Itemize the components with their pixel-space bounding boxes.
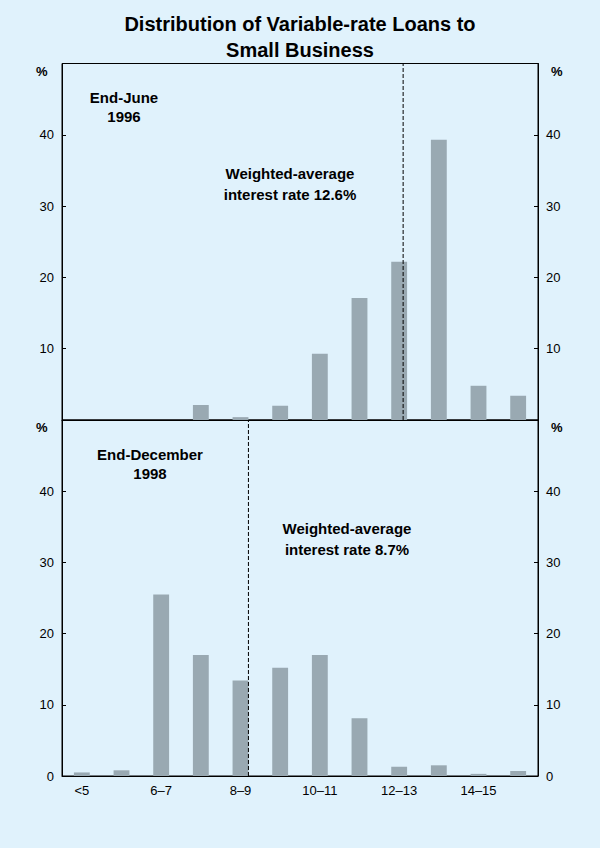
svg-text:End-December: End-December — [97, 446, 203, 463]
svg-text:40: 40 — [40, 484, 54, 499]
svg-text:40: 40 — [40, 127, 54, 142]
svg-text:Weighted-average: Weighted-average — [226, 165, 355, 182]
svg-text:Small Business: Small Business — [226, 39, 374, 61]
svg-text:Distribution of Variable-rate: Distribution of Variable-rate Loans to — [124, 13, 475, 35]
svg-text:40: 40 — [546, 484, 560, 499]
svg-text:%: % — [551, 420, 563, 435]
svg-text:20: 20 — [546, 270, 560, 285]
svg-text:1996: 1996 — [107, 108, 140, 125]
svg-text:interest rate 8.7%: interest rate 8.7% — [285, 541, 409, 558]
svg-text:30: 30 — [546, 555, 560, 570]
svg-text:8–9: 8–9 — [230, 783, 252, 798]
svg-text:20: 20 — [546, 626, 560, 641]
svg-text:Weighted-average: Weighted-average — [283, 520, 412, 537]
svg-text:interest rate 12.6%: interest rate 12.6% — [224, 186, 357, 203]
svg-text:0: 0 — [47, 769, 54, 784]
svg-text:<5: <5 — [74, 783, 89, 798]
svg-text:6–7: 6–7 — [150, 783, 172, 798]
svg-text:20: 20 — [40, 270, 54, 285]
svg-text:1998: 1998 — [133, 465, 166, 482]
svg-text:End-June: End-June — [90, 89, 158, 106]
svg-text:%: % — [36, 420, 48, 435]
svg-text:%: % — [36, 64, 48, 79]
svg-text:30: 30 — [546, 199, 560, 214]
svg-text:10: 10 — [546, 697, 560, 712]
svg-text:10: 10 — [546, 341, 560, 356]
svg-text:10: 10 — [40, 341, 54, 356]
svg-text:14–15: 14–15 — [460, 783, 496, 798]
svg-text:12–13: 12–13 — [381, 783, 417, 798]
svg-text:10: 10 — [40, 697, 54, 712]
svg-text:0: 0 — [546, 769, 553, 784]
svg-text:30: 30 — [40, 555, 54, 570]
svg-text:20: 20 — [40, 626, 54, 641]
svg-text:10–11: 10–11 — [302, 783, 337, 798]
svg-text:40: 40 — [546, 127, 560, 142]
svg-text:%: % — [551, 64, 563, 79]
svg-text:30: 30 — [40, 199, 54, 214]
